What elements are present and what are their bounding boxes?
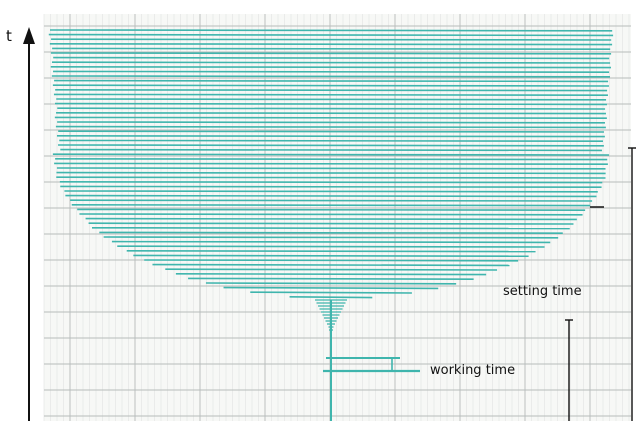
- trace-stroke: [71, 204, 591, 207]
- trace-stroke: [53, 56, 610, 60]
- trace-stroke: [91, 227, 570, 230]
- trace-stroke: [55, 125, 606, 129]
- trace-stroke: [51, 38, 612, 41]
- t-axis-label: t: [6, 27, 12, 45]
- trace-stroke: [56, 98, 607, 101]
- trace-stroke: [111, 240, 551, 244]
- setting-time-label: setting time: [503, 284, 582, 299]
- trace-stroke: [250, 291, 412, 294]
- trace-stroke: [56, 171, 606, 175]
- trace-stroke: [165, 268, 498, 271]
- trace-stroke: [55, 102, 607, 106]
- trace-stroke: [49, 29, 613, 32]
- trace-stroke: [51, 75, 610, 78]
- trace-stroke: [60, 185, 602, 188]
- trace-stroke: [57, 107, 606, 110]
- trace-stroke: [144, 259, 519, 262]
- trace-stroke: [59, 139, 603, 142]
- trace-stroke: [152, 263, 510, 267]
- trace-stroke: [88, 222, 574, 225]
- trace-stroke: [56, 112, 606, 115]
- trace-stroke: [49, 43, 613, 46]
- trace-stroke: [54, 162, 608, 165]
- trace-stroke: [56, 167, 606, 170]
- paper-background: [44, 14, 631, 421]
- trace-stroke: [70, 199, 593, 202]
- trace-stroke: [55, 158, 608, 161]
- trace-stroke: [65, 194, 597, 198]
- trace-stroke: [53, 93, 608, 96]
- trace-stroke: [48, 33, 614, 37]
- trace-stroke: [126, 250, 536, 253]
- trace-stroke: [103, 236, 559, 239]
- trace-stroke: [52, 47, 611, 50]
- trace-stroke: [79, 213, 583, 216]
- trace-stroke: [55, 89, 608, 92]
- trace-stroke: [57, 121, 605, 124]
- trace-stroke: [54, 79, 609, 83]
- trace-stroke: [175, 272, 487, 276]
- working-time-label: working time: [430, 363, 516, 378]
- trace-stroke: [52, 153, 610, 156]
- trace-stroke: [58, 130, 604, 133]
- trace-stroke: [117, 245, 545, 248]
- trace-stroke: [289, 296, 373, 299]
- trace-stroke: [77, 208, 586, 211]
- trace-stroke: [64, 190, 598, 193]
- trace-stroke: [50, 52, 612, 55]
- trace-stroke: [50, 66, 611, 69]
- trace-stroke: [223, 286, 439, 290]
- trace-stroke: [56, 135, 605, 138]
- trace-stroke: [58, 144, 604, 147]
- trace-stroke: [133, 254, 529, 258]
- trace-stroke: [85, 217, 577, 221]
- trace-stroke: [52, 84, 609, 87]
- trace-stroke: [188, 277, 474, 281]
- trace-stroke: [99, 231, 563, 234]
- trace-stroke: [60, 148, 602, 152]
- trace-stroke: [205, 282, 457, 285]
- trace-stroke: [54, 116, 607, 119]
- t-axis-arrow-icon: [23, 27, 35, 44]
- trace-stroke: [53, 70, 610, 73]
- viscosity-trace: [48, 29, 614, 421]
- trace-stroke: [51, 61, 611, 64]
- trace-stroke: [59, 181, 603, 184]
- trace-stroke: [56, 176, 606, 179]
